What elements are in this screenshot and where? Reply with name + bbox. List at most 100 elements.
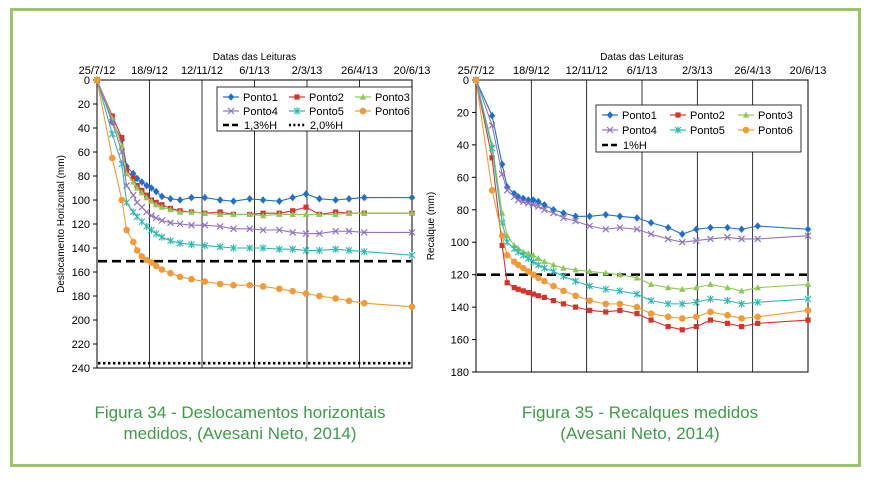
data-point <box>302 246 310 254</box>
x-tick-label: 2/3/13 <box>292 65 323 77</box>
y-tick-label: 80 <box>457 205 469 217</box>
data-point <box>276 285 283 293</box>
data-point <box>143 222 151 230</box>
data-point <box>664 313 672 321</box>
data-point <box>679 285 686 292</box>
data-point <box>679 230 686 238</box>
data-point <box>289 228 297 236</box>
data-point <box>602 269 609 276</box>
data-point <box>360 228 368 236</box>
data-point <box>805 317 811 323</box>
data-point <box>603 309 609 315</box>
data-point <box>738 225 745 234</box>
legend-item-reference: 2,0%H <box>289 120 343 132</box>
data-point <box>259 196 267 204</box>
y-tick-label: 0 <box>463 75 469 87</box>
data-point <box>755 320 761 326</box>
data-point <box>617 307 623 313</box>
data-point <box>535 274 542 282</box>
data-point <box>108 130 116 138</box>
data-point <box>109 115 116 121</box>
data-point <box>550 282 557 290</box>
data-point <box>664 235 672 243</box>
data-point <box>332 196 339 204</box>
data-point <box>525 289 531 296</box>
data-point <box>535 293 541 299</box>
data-point <box>302 190 310 198</box>
data-point <box>216 243 224 251</box>
data-point <box>123 167 130 173</box>
data-point <box>587 307 593 313</box>
x-tick-label: 26/4/13 <box>734 65 771 77</box>
data-point <box>707 281 714 287</box>
legend-item-ponto2: Ponto2 <box>670 110 725 122</box>
data-point <box>138 189 146 196</box>
series-ponto5 <box>472 76 812 308</box>
data-point <box>724 320 731 326</box>
data-point <box>616 287 624 295</box>
legend-item-ponto6: Ponto6 <box>738 125 793 137</box>
data-point <box>188 240 195 248</box>
data-point <box>503 251 511 259</box>
data-point <box>550 209 557 217</box>
legend-label: Ponto3 <box>375 92 410 104</box>
data-point <box>754 235 762 243</box>
data-point <box>143 208 151 216</box>
legend-item-ponto3: Ponto3 <box>355 92 410 104</box>
data-point <box>633 290 641 298</box>
data-point <box>499 242 505 249</box>
legend-marker <box>742 111 750 118</box>
x-tick-label: 2/3/13 <box>682 65 713 77</box>
series-ponto4 <box>93 76 416 238</box>
data-point <box>488 187 496 194</box>
data-point <box>201 193 209 202</box>
data-point <box>176 196 184 204</box>
legend-label: Ponto4 <box>243 106 278 118</box>
x-axis-title: Datas das Leituras <box>600 52 683 63</box>
data-point <box>246 281 254 289</box>
data-point <box>158 203 166 210</box>
data-point <box>804 225 812 234</box>
y-tick-label: 180 <box>72 291 90 303</box>
legend-box <box>216 86 413 132</box>
data-point <box>560 272 567 280</box>
data-point <box>230 211 237 217</box>
data-point <box>529 201 537 209</box>
legend-item-ponto5: Ponto5 <box>289 106 344 118</box>
data-point <box>138 178 146 186</box>
x-axis-title: Datas das Leituras <box>213 52 296 63</box>
data-point <box>560 287 567 295</box>
figure-35-caption: Figura 35 - Recalques medidos (Avesani N… <box>455 402 825 444</box>
data-point <box>332 245 340 253</box>
data-point <box>138 253 146 260</box>
data-point <box>133 247 141 254</box>
data-point <box>560 301 567 307</box>
data-point <box>633 303 641 311</box>
data-point <box>525 250 532 257</box>
data-point <box>647 297 655 305</box>
y-tick-label: 140 <box>72 243 90 255</box>
data-point <box>707 317 714 323</box>
data-point <box>664 300 672 308</box>
data-point <box>724 311 731 319</box>
data-point <box>176 220 184 228</box>
data-point <box>345 246 353 254</box>
data-point <box>408 193 416 202</box>
data-point <box>572 277 579 285</box>
legend-label: Ponto2 <box>690 110 725 122</box>
data-point <box>515 286 521 292</box>
data-point <box>118 196 126 204</box>
data-point <box>678 300 686 308</box>
data-point <box>488 144 496 152</box>
data-point <box>316 195 323 203</box>
data-point <box>693 225 700 234</box>
data-point <box>345 297 353 305</box>
data-point <box>586 212 593 221</box>
data-point <box>693 284 700 291</box>
data-point <box>678 238 686 246</box>
data-point <box>289 245 297 253</box>
data-point <box>167 206 174 213</box>
legend-item-ponto1: Ponto1 <box>602 110 657 122</box>
x-tick-label: 12/11/12 <box>181 65 223 77</box>
